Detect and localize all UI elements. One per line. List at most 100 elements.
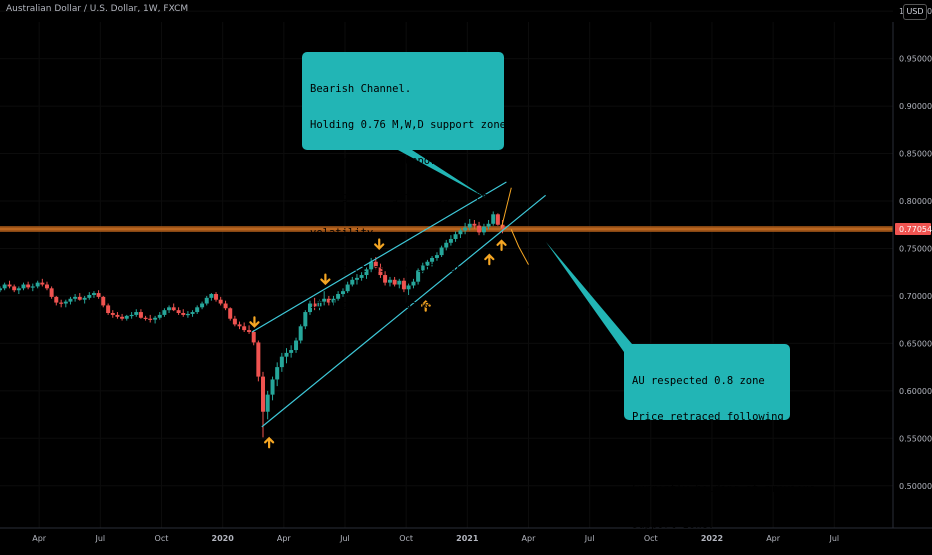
price-axis[interactable]: 0.50000 0.55000 0.60000 0.65000 0.70000 0.750… (892, 7, 932, 528)
candle-body (87, 294, 92, 298)
candle-body (214, 294, 219, 300)
candle-body (354, 277, 359, 280)
candle (35, 280, 40, 289)
candle (397, 278, 402, 289)
candle (491, 211, 496, 226)
channel-upper-line (251, 181, 507, 333)
candle-body (49, 288, 54, 297)
candle-body (237, 324, 242, 327)
candle-body (392, 279, 397, 285)
candle (401, 277, 406, 293)
candle (228, 307, 233, 321)
candle (467, 219, 472, 231)
candle-body (134, 312, 139, 315)
down-arrow-marker (320, 273, 331, 286)
candle (82, 295, 87, 304)
candle (472, 219, 477, 229)
annotation-bearish-channel[interactable]: Bearish Channel. Holding 0.76 M,W,D supp… (302, 52, 531, 311)
time-tick-label: Oct (644, 534, 658, 543)
candle-body (21, 284, 26, 289)
candle (124, 314, 129, 321)
candle-body (317, 301, 322, 307)
candle (134, 309, 139, 317)
candle-body (171, 307, 176, 311)
candle-body (486, 223, 491, 227)
candle-body (82, 297, 87, 300)
candle (120, 313, 125, 321)
candle-body (477, 225, 482, 233)
candle-body (176, 310, 181, 314)
projection-down-path (510, 229, 529, 265)
candle (232, 315, 237, 327)
candle (378, 263, 383, 278)
up-arrow-marker (496, 239, 507, 251)
candle-body (279, 356, 284, 368)
candle-body (96, 293, 101, 297)
candle-body (439, 247, 444, 256)
candle (143, 315, 148, 321)
candle-body (232, 318, 237, 325)
candle (477, 221, 482, 236)
candle (87, 292, 92, 300)
candle (73, 294, 78, 302)
candle-body (16, 288, 21, 291)
time-tick-label: Apr (766, 534, 781, 543)
candle (434, 252, 439, 261)
candle-body (336, 294, 341, 299)
candle-body (26, 284, 31, 288)
candle (91, 291, 96, 298)
candle-body (472, 223, 477, 226)
callout-line: We expect as possible breakout (310, 263, 500, 275)
candle-body (35, 282, 40, 287)
candle (218, 296, 223, 306)
candle (289, 345, 294, 358)
candle-body (209, 294, 214, 298)
candle-body (397, 280, 402, 285)
candle-body (185, 313, 190, 316)
callout-line: Holding 0.76 M,W,D support zone (310, 119, 506, 131)
candle (16, 286, 21, 295)
candles-group (0, 211, 505, 438)
candle (7, 280, 12, 289)
time-tick-label: Apr (277, 534, 292, 543)
candle-body (265, 394, 270, 412)
candle-body (115, 314, 120, 317)
candle-body (12, 286, 17, 291)
candle (256, 340, 261, 382)
candle (416, 268, 421, 285)
candle-body (204, 297, 209, 304)
candle (200, 301, 205, 310)
time-tick-label: Jul (828, 534, 839, 543)
candle (176, 307, 181, 315)
candle (195, 305, 200, 314)
last-price-label: 0.77054 (899, 225, 932, 234)
candle (115, 312, 120, 319)
candle (223, 300, 228, 311)
candle-body (129, 314, 134, 317)
time-axis[interactable]: Apr Jul Oct 2020 Apr Jul Oct 2021 Apr Jul Oct 2022 A… (0, 527, 932, 543)
candle-body (228, 308, 233, 319)
candle-body (303, 312, 308, 327)
candle (298, 324, 303, 344)
candle-body (406, 285, 411, 290)
candle-body (383, 275, 388, 283)
price-tick-label: 0.80000 (899, 197, 932, 206)
candle-body (7, 284, 12, 287)
candle-body (420, 265, 425, 271)
up-arrow-marker (420, 300, 431, 312)
candle-body (218, 299, 223, 304)
candle (209, 293, 214, 301)
annotation-support-zone[interactable]: AU respected 0.8 zone Price retraced fol… (624, 344, 815, 531)
time-tick-label: 2020 (212, 534, 235, 543)
candle (270, 376, 275, 401)
candle-body (425, 261, 430, 266)
candle (369, 257, 374, 273)
candle-body (270, 379, 275, 395)
candle (106, 303, 111, 315)
up-arrow-marker (484, 253, 495, 266)
candle-body (143, 317, 148, 319)
callout-line: Price retraced following all (632, 411, 810, 423)
currency-button[interactable]: USD (903, 4, 927, 20)
